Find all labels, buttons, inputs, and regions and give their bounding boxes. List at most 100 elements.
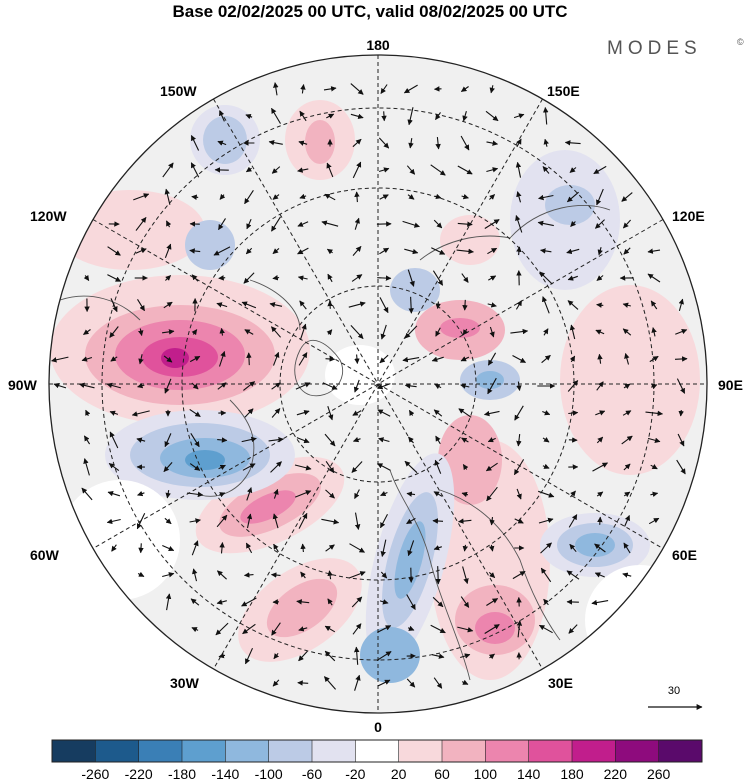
wind-vector: [675, 329, 688, 335]
wind-vector: [542, 437, 550, 443]
wind-vector: [435, 301, 441, 310]
wind-vector: [297, 275, 308, 281]
wind-vector: [539, 271, 553, 285]
wind-vector: [456, 248, 474, 255]
wind-vector: [543, 328, 549, 336]
wind-vector: [381, 111, 387, 122]
wind-vector: [326, 248, 334, 255]
wind-vector: [513, 459, 525, 476]
wind-vector: [300, 543, 306, 553]
lon-label-90w: 90W: [8, 377, 38, 393]
wind-vector: [404, 383, 417, 389]
wind-vector: [190, 135, 200, 151]
wind-vector: [138, 328, 144, 337]
wind-vector: [457, 626, 474, 633]
wind-vector: [165, 275, 171, 281]
wind-vector: [540, 248, 552, 254]
wind-vector: [510, 328, 529, 335]
colorbar: -260 -220 -180 -140 -100 -60 -20 20 60 100 140 180 2…: [51, 739, 703, 782]
wind-vector: [596, 302, 604, 308]
meridian-line: [92, 219, 664, 549]
anomaly-blob: [394, 521, 426, 599]
wind-vector: [163, 462, 173, 473]
wind-vector: [462, 566, 469, 585]
wind-vector: [191, 329, 198, 336]
wind-vector: [137, 299, 145, 312]
wind-vector: [538, 194, 554, 201]
wind-vector: [458, 518, 472, 524]
wind-vector: [594, 543, 606, 553]
wind-vector: [322, 382, 338, 390]
wind-vector: [485, 462, 498, 472]
wind-vector: [324, 193, 336, 201]
polar-map: [49, 55, 707, 713]
wind-vector: [78, 382, 95, 389]
wind-vector: [352, 436, 361, 443]
lon-label-30e: 30E: [548, 675, 573, 691]
wind-vector: [217, 382, 227, 390]
wind-vector: [542, 463, 550, 469]
wind-vector: [299, 110, 307, 122]
wind-vector: [298, 140, 308, 146]
wind-vector: [649, 355, 659, 363]
wind-vector: [163, 355, 173, 363]
wind-vector: [164, 378, 172, 394]
colorbar-tick-label: -140: [211, 766, 239, 782]
colorbar-swatch: [485, 740, 530, 762]
wind-vector: [135, 216, 147, 231]
wind-vector: [298, 626, 308, 632]
wind-vector: [485, 110, 499, 122]
wind-vector: [433, 677, 443, 689]
coastline-path: [249, 279, 301, 331]
colorbar-tick-label: 260: [647, 766, 671, 782]
wind-vector: [650, 300, 658, 310]
wind-vector: [484, 219, 500, 229]
wind-vector: [348, 571, 366, 579]
anomaly-blob: [390, 268, 440, 312]
wind-vector: [243, 381, 256, 391]
wind-vector: [432, 270, 444, 286]
wind-vector: [352, 161, 362, 179]
wind-vector: [325, 460, 335, 474]
wind-vector: [431, 356, 444, 362]
wind-vector: [434, 383, 442, 390]
wind-vector: [621, 435, 633, 445]
wind-vector: [380, 490, 388, 497]
lon-label-150e: 150E: [547, 83, 580, 99]
wind-vector: [462, 328, 469, 336]
wind-vector: [217, 437, 228, 443]
wind-vector: [271, 216, 281, 232]
wind-vector: [352, 245, 362, 256]
wind-vector: [189, 463, 201, 471]
anomaly-blob: [161, 348, 189, 368]
wind-vector: [514, 518, 524, 524]
wind-vector: [623, 383, 631, 390]
coastlines: [59, 204, 611, 681]
colorbar-swatch: [572, 740, 616, 762]
wind-vector: [324, 650, 336, 662]
wind-vector: [297, 680, 309, 686]
wind-vector: [296, 409, 310, 416]
wind-vector: [568, 624, 578, 634]
wind-vector: [165, 490, 171, 499]
wind-vector: [323, 676, 337, 690]
anomaly-blob: [185, 220, 235, 270]
wind-vector: [165, 593, 172, 611]
wind-vector: [430, 624, 446, 634]
wind-vector: [408, 436, 414, 444]
wind-vector: [648, 517, 660, 525]
wind-vector: [189, 248, 201, 254]
wind-vector: [166, 220, 172, 228]
wind-vector: [51, 356, 69, 363]
wind-vector: [404, 460, 418, 474]
wind-vector: [242, 623, 256, 635]
wind-vector: [272, 194, 280, 200]
wind-vector: [243, 272, 255, 284]
wind-vector: [432, 596, 444, 608]
wind-vector: [434, 459, 442, 474]
wind-vector: [567, 275, 578, 281]
wind-vector: [296, 437, 310, 444]
wind-vector: [162, 329, 175, 335]
wind-vector: [622, 219, 632, 229]
wind-vector: [489, 85, 495, 94]
